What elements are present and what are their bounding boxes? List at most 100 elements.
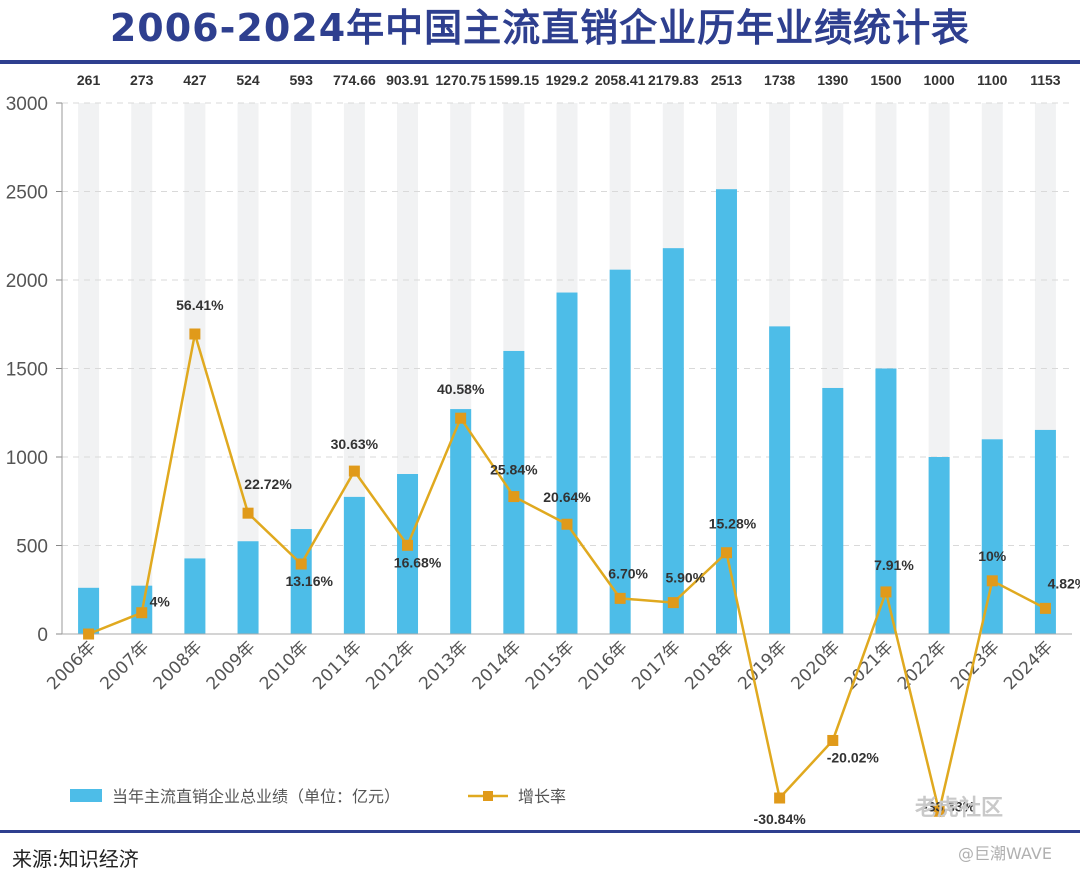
- bar: [343, 496, 365, 634]
- growth-rate-label: 13.16%: [285, 573, 333, 589]
- bar: [450, 409, 472, 634]
- y-tick-label: 500: [16, 537, 48, 558]
- bar: [609, 269, 631, 634]
- y-tick-label: 0: [37, 625, 48, 646]
- growth-rate-label: 15.28%: [709, 516, 757, 532]
- x-tick-label: 2014年: [469, 637, 526, 694]
- growth-rate-label: -20.02%: [827, 749, 880, 765]
- growth-rate-label: -30.84%: [754, 811, 807, 827]
- x-tick-label: 2019年: [734, 637, 791, 694]
- y-tick-label: 1500: [6, 360, 48, 381]
- growth-rate-label: 10%: [978, 548, 1007, 564]
- bar-value-label: 261: [77, 72, 101, 88]
- growth-rate-marker: [880, 586, 892, 598]
- x-tick-label: 2023年: [947, 637, 1004, 694]
- x-tick-label: 2017年: [628, 637, 685, 694]
- bar: [556, 292, 578, 634]
- growth-rate-marker: [986, 575, 998, 587]
- x-tick-label: 2012年: [362, 637, 419, 694]
- x-tick-label: 2022年: [894, 637, 951, 694]
- bar: [184, 558, 206, 634]
- growth-rate-label: 4.82%: [1048, 575, 1080, 591]
- bar-value-label: 1153: [1030, 72, 1061, 88]
- bar-value-label: 1738: [764, 72, 795, 88]
- growth-rate-label: 22.72%: [244, 476, 292, 492]
- growth-rate-marker: [455, 412, 467, 424]
- bar: [237, 541, 259, 634]
- x-tick-label: 2020年: [788, 637, 845, 694]
- footer-divider: [0, 830, 1080, 833]
- bar-value-label: 1929.2: [546, 72, 589, 88]
- growth-rate-marker: [402, 539, 414, 551]
- growth-rate-marker: [827, 734, 839, 746]
- bar-value-label: 1100: [977, 72, 1008, 88]
- y-tick-label: 1000: [6, 448, 48, 469]
- bar-background: [237, 103, 259, 634]
- chart: 0 500 1000 1500 2000 2500 3000 261 273 427 524 593 7…: [6, 72, 1080, 827]
- bar-value-label: 427: [183, 72, 207, 88]
- bar-value-label: 1000: [924, 72, 955, 88]
- bar-value-label: 273: [130, 72, 154, 88]
- bar: [981, 439, 1003, 634]
- bar-value-label: 2179.83: [648, 72, 699, 88]
- legend-bar-swatch: [70, 789, 102, 802]
- bar-value-label: 524: [236, 72, 260, 88]
- growth-rate-label: 30.63%: [331, 436, 379, 452]
- x-tick-label: 2008年: [150, 637, 207, 694]
- bar-value-label: 1500: [870, 72, 901, 88]
- growth-rate-label: 4%: [150, 594, 171, 610]
- bar: [715, 189, 737, 634]
- x-tick-label: 2015年: [522, 637, 579, 694]
- x-tick-label: 2024年: [1000, 637, 1057, 694]
- bar: [822, 387, 844, 634]
- watermark-handle: @巨潮WAVE: [958, 844, 1052, 863]
- bar: [1034, 429, 1056, 634]
- growth-rate-marker: [508, 491, 520, 503]
- growth-rate-marker: [83, 628, 95, 640]
- growth-rate-label: 25.84%: [490, 462, 538, 478]
- bar: [397, 474, 419, 634]
- growth-rate-label: 56.41%: [176, 297, 224, 313]
- x-tick-label: 2009年: [203, 637, 260, 694]
- growth-rate-marker: [1039, 602, 1051, 614]
- bar: [928, 457, 950, 634]
- growth-rate-marker: [561, 518, 573, 530]
- growth-rate-marker: [614, 592, 626, 604]
- x-tick-label: 2007年: [97, 637, 154, 694]
- bar: [78, 587, 100, 634]
- bar: [875, 368, 897, 634]
- x-tick-label: 2010年: [256, 637, 313, 694]
- growth-rate-label: 40.58%: [437, 381, 485, 397]
- x-tick-label: 2006年: [43, 637, 100, 694]
- y-tick-label: 2500: [6, 183, 48, 204]
- x-tick-label: 2018年: [681, 637, 738, 694]
- x-tick-label: 2013年: [415, 637, 472, 694]
- page-title: 2006-2024年中国主流直销企业历年业绩统计表: [109, 6, 971, 50]
- growth-rate-label: 20.64%: [543, 489, 591, 505]
- bar-value-label: 1270.75: [435, 72, 486, 88]
- growth-rate-marker: [933, 805, 945, 817]
- source-label: 来源:知识经济: [12, 847, 139, 871]
- bar-value-label: 2058.41: [595, 72, 646, 88]
- growth-rate-label: 16.68%: [394, 554, 442, 570]
- bar-value-label: 2513: [711, 72, 742, 88]
- bar-value-label: 903.91: [386, 72, 429, 88]
- growth-rate-marker: [720, 547, 732, 559]
- x-tick-label: 2016年: [575, 637, 632, 694]
- growth-rate-marker: [136, 607, 148, 619]
- bar-value-label: 593: [290, 72, 314, 88]
- x-tick-label: 2021年: [841, 637, 898, 694]
- legend-line-label: 增长率: [518, 787, 566, 806]
- growth-rate-label: 7.91%: [874, 557, 914, 573]
- bar: [769, 326, 791, 634]
- title-divider: [0, 60, 1080, 64]
- growth-rate-marker: [189, 328, 201, 340]
- legend-bar-label: 当年主流直销企业总业绩（单位：亿元）: [112, 787, 400, 806]
- growth-rate-marker: [295, 558, 307, 570]
- watermark-community: 老虎社区: [915, 796, 1004, 821]
- y-tick-label: 3000: [6, 94, 48, 115]
- bar-value-label: 1390: [817, 72, 848, 88]
- bar-value-label: 774.66: [333, 72, 376, 88]
- growth-rate-marker: [667, 597, 679, 609]
- x-tick-label: 2011年: [309, 637, 366, 694]
